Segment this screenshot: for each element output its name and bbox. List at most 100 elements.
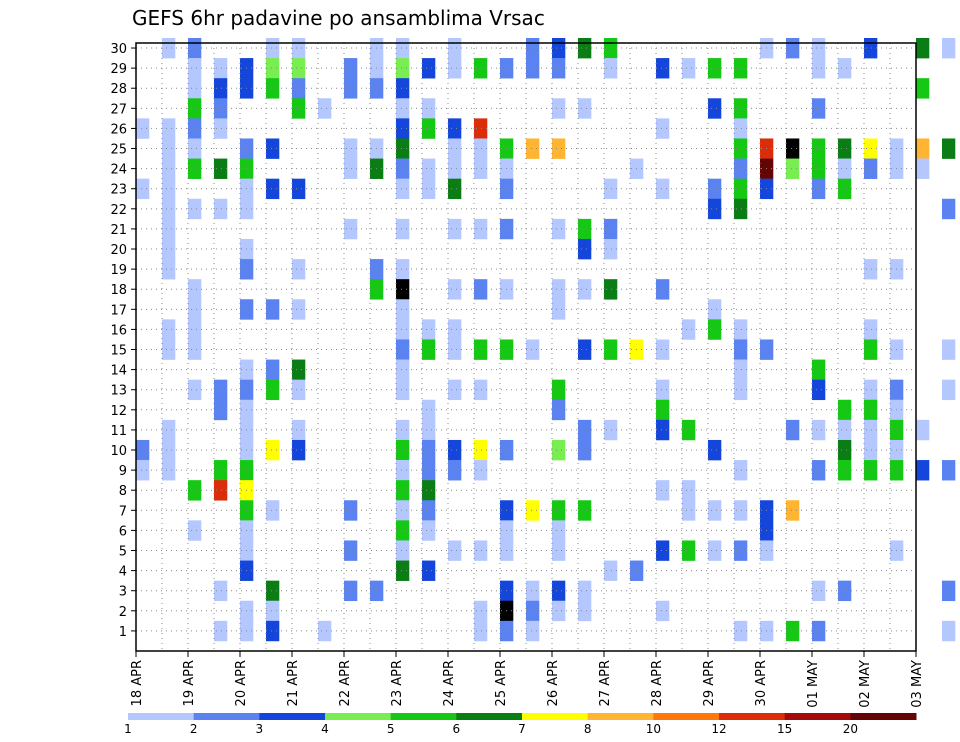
heatmap-cell (448, 118, 462, 139)
heatmap-cell (292, 98, 306, 119)
heatmap-cell (214, 78, 228, 99)
x-tick-label: 24 APR (442, 660, 457, 706)
heatmap-cell (448, 58, 462, 79)
heatmap-cell (292, 78, 306, 99)
heatmap-cell (708, 58, 722, 79)
y-tick-label: 24 (110, 163, 127, 178)
y-tick-label: 20 (110, 243, 127, 258)
heatmap-cell (396, 218, 410, 240)
heatmap-cell (708, 98, 722, 119)
heatmap-cell (656, 600, 670, 622)
heatmap-cell (162, 439, 176, 461)
heatmap-cell (188, 480, 202, 501)
heatmap-cell (786, 37, 800, 59)
y-tick-label: 22 (110, 203, 127, 218)
heatmap-cell (578, 419, 592, 441)
heatmap-cell (266, 500, 280, 521)
heatmap-cell (214, 58, 228, 79)
heatmap-cell (188, 520, 202, 541)
heatmap-cell (812, 178, 826, 200)
heatmap-cell (812, 419, 826, 441)
heatmap-cell (266, 620, 280, 642)
heatmap-cell (214, 399, 228, 421)
colorbar-swatch (456, 713, 523, 720)
colorbar-label: 8 (584, 722, 592, 736)
heatmap-cell (552, 138, 566, 159)
heatmap-cell (526, 620, 540, 642)
heatmap-cell (864, 319, 878, 340)
heatmap-cell (552, 520, 566, 541)
heatmap-cell (942, 138, 956, 159)
y-tick-label: 4 (119, 565, 127, 580)
heatmap-cell (396, 138, 410, 159)
heatmap-cell (734, 339, 748, 360)
heatmap-cell (214, 480, 228, 501)
heatmap-cell (604, 238, 618, 260)
heatmap-cell (942, 339, 956, 360)
heatmap-cell (526, 138, 540, 159)
heatmap-cell (578, 218, 592, 240)
heatmap-cell (318, 98, 332, 119)
heatmap-cell (396, 178, 410, 200)
colorbar-swatch (653, 713, 720, 720)
heatmap-cell (656, 419, 670, 441)
heatmap-cell (526, 580, 540, 602)
heatmap-cell (578, 600, 592, 622)
heatmap-cell (578, 37, 592, 59)
heatmap-cell (864, 259, 878, 280)
heatmap-cell (474, 439, 488, 461)
y-tick-label: 23 (110, 183, 127, 198)
heatmap-cell (552, 279, 566, 300)
y-tick-label: 27 (110, 102, 127, 117)
colorbar-swatch (784, 713, 851, 720)
heatmap-cell (448, 540, 462, 561)
heatmap-cell (188, 58, 202, 79)
heatmap-cell (188, 339, 202, 360)
heatmap-cell (734, 540, 748, 561)
x-tick-label: 21 APR (286, 660, 301, 706)
heatmap-cell (292, 178, 306, 200)
heatmap-cell (578, 279, 592, 300)
y-tick-label: 11 (110, 424, 127, 439)
heatmap-cell (864, 399, 878, 421)
heatmap-cell (136, 439, 150, 461)
heatmap-cell (266, 379, 280, 401)
colorbar-label: 6 (453, 722, 461, 736)
heatmap-cell (708, 500, 722, 521)
heatmap-cell (942, 198, 956, 220)
heatmap-cell (916, 419, 930, 441)
x-tick-label: 23 APR (390, 660, 405, 706)
heatmap-cell (422, 419, 436, 441)
heatmap-cell (734, 118, 748, 139)
x-tick-label: 28 APR (650, 660, 665, 706)
heatmap-cell (578, 238, 592, 260)
heatmap-cell (656, 118, 670, 139)
heatmap-cell (552, 399, 566, 421)
heatmap-cell (396, 540, 410, 561)
heatmap-cell (448, 178, 462, 200)
heatmap-cell (682, 419, 696, 441)
heatmap-cell (916, 138, 930, 159)
colorbar-swatch (522, 713, 589, 720)
heatmap-cell (604, 218, 618, 240)
heatmap-cell (474, 620, 488, 642)
heatmap-cell (162, 178, 176, 200)
heatmap-cell (838, 439, 852, 461)
heatmap-cell (396, 500, 410, 521)
heatmap-cell (604, 37, 618, 59)
heatmap-cell (578, 500, 592, 521)
heatmap-cell (916, 37, 930, 59)
heatmap-cell (162, 37, 176, 59)
heatmap-cell (448, 460, 462, 481)
heatmap-cell (396, 480, 410, 501)
heatmap-cell (474, 460, 488, 481)
heatmap-cell (214, 198, 228, 220)
heatmap-cell (266, 359, 280, 380)
heatmap-cell (318, 620, 332, 642)
grid-lines (136, 43, 916, 651)
heatmap-cell (838, 158, 852, 179)
heatmap-cell (188, 379, 202, 401)
y-tick-label: 25 (110, 143, 127, 158)
heatmap-cell (214, 98, 228, 119)
